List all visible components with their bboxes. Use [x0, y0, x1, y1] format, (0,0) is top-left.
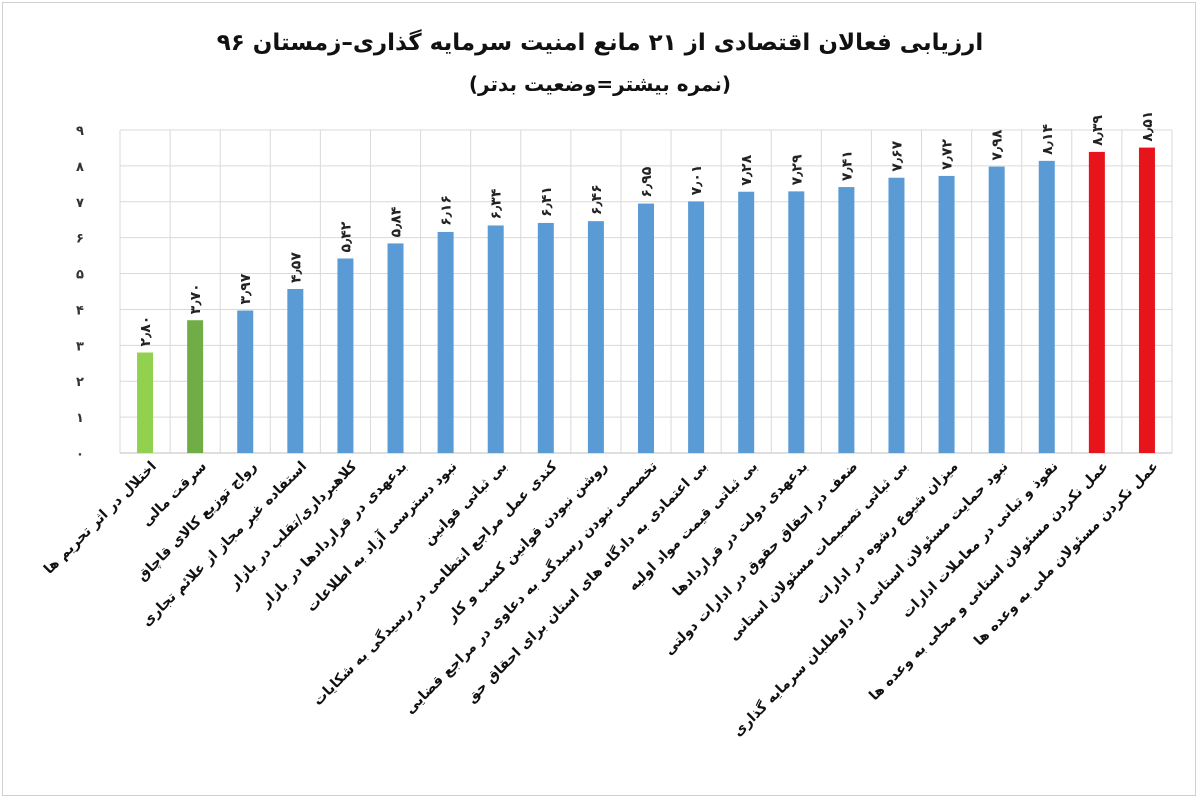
bar	[387, 243, 404, 453]
y-tick-label: ۴	[76, 303, 84, 318]
data-label: ۳٫۹۷	[238, 273, 254, 304]
bar	[1088, 151, 1105, 454]
bar	[888, 177, 905, 453]
data-label: ۲٫۸۰	[138, 316, 154, 347]
data-label: ۳٫۷۰	[188, 283, 204, 314]
y-tick-label: ۸	[76, 160, 84, 175]
data-label: ۶٫۳۴	[489, 188, 505, 219]
bar	[988, 166, 1005, 453]
bar	[738, 191, 755, 453]
bar	[187, 320, 204, 453]
category-label: عمل نکردن مسئولان استانی و محلی به وعده …	[866, 459, 1111, 704]
chart-subtitle: (نمره بیشتر=وضعیت بدتر)	[468, 72, 732, 96]
data-label: ۴٫۵۷	[288, 252, 304, 283]
data-label: ۷٫۲۸	[739, 154, 755, 185]
y-tick-label: ۱	[76, 411, 84, 426]
y-tick-label: ۶	[76, 232, 84, 247]
y-tick-label: ۰	[76, 447, 84, 462]
bar	[1038, 160, 1055, 453]
data-label: ۷٫۴۱	[839, 150, 855, 181]
y-tick-label: ۲	[76, 375, 84, 390]
bar	[788, 191, 805, 453]
bar	[537, 222, 554, 453]
data-label: ۸٫۳۹	[1090, 115, 1106, 146]
data-label: ۶٫۴۶	[589, 184, 605, 215]
bar	[587, 221, 604, 453]
data-label: ۸٫۵۱	[1140, 111, 1156, 142]
bar	[437, 231, 454, 453]
category-label: بی اعتمادی به دادگاه های استان برای احقا…	[463, 458, 711, 706]
data-label: ۷٫۷۲	[940, 139, 956, 170]
bar	[638, 203, 654, 453]
category-label: بی ثباتی قوانین	[421, 459, 511, 549]
bar	[287, 288, 304, 453]
data-label: ۶٫۱۶	[439, 195, 455, 226]
category-label: کندی عمل مراجع انتظامی در رسیدگی به شکای…	[309, 457, 561, 709]
bar	[938, 175, 955, 453]
bar	[688, 201, 705, 453]
data-label: ۵٫۴۲	[338, 221, 354, 252]
data-label: ۵٫۸۴	[389, 206, 405, 237]
bar	[137, 352, 154, 453]
bar	[237, 310, 254, 453]
category-label: عمل نکردن مسئولان ملی به وعده ها	[971, 459, 1162, 650]
y-tick-label: ۳	[76, 339, 84, 354]
chart-title: ارزیابی فعالان اقتصادی از ۲۱ مانع امنیت …	[216, 30, 984, 56]
bar	[337, 258, 354, 453]
category-label: بی ثباتی تصمیمات مسئولان استانی	[726, 459, 911, 644]
data-label: ۶٫۴۱	[539, 186, 555, 217]
data-label: ۸٫۱۴	[1040, 124, 1056, 155]
data-label: ۷٫۰۱	[689, 165, 705, 196]
y-tick-label: ۹	[76, 124, 84, 139]
y-tick-label: ۷	[76, 196, 84, 211]
bar	[838, 187, 855, 453]
data-label: ۷٫۲۹	[789, 154, 805, 185]
y-tick-label: ۵	[76, 268, 84, 283]
bar	[1138, 147, 1155, 453]
data-label: ۷٫۹۸	[990, 129, 1006, 160]
data-label: ۷٫۶۷	[889, 140, 905, 171]
data-label: ۶٫۹۵	[639, 166, 655, 197]
bar	[487, 225, 504, 453]
